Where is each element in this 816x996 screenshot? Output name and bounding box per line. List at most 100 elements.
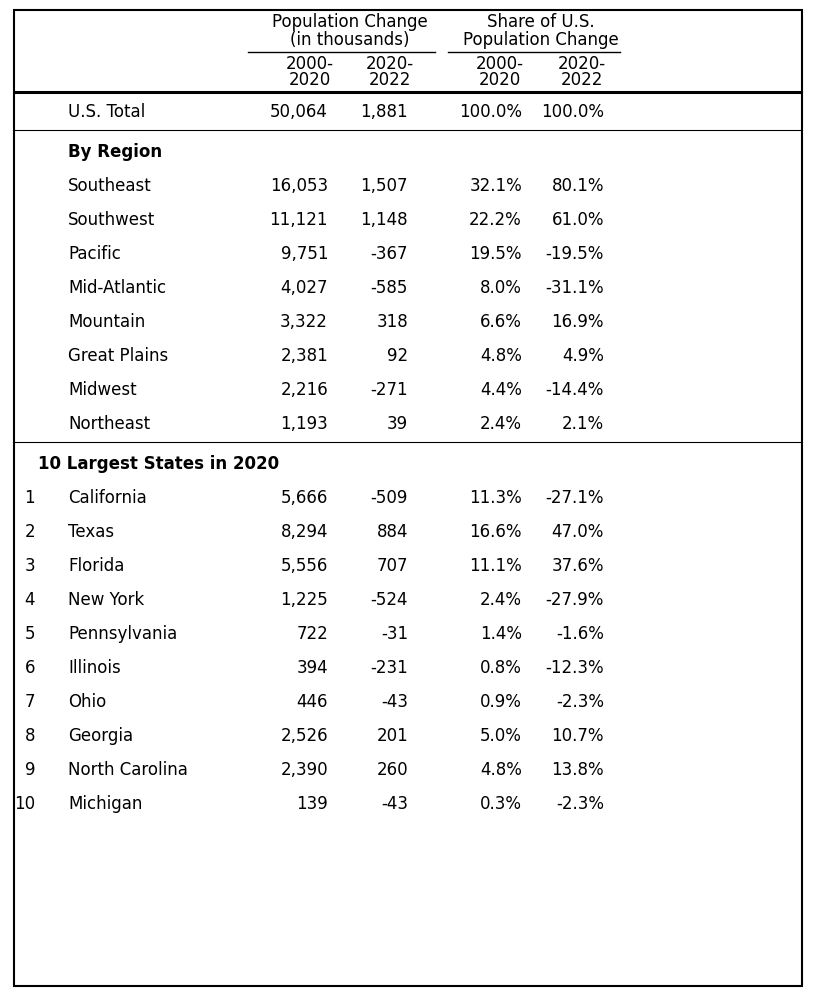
Text: 4.8%: 4.8% — [480, 761, 522, 779]
Text: -31: -31 — [381, 625, 408, 643]
Text: 4,027: 4,027 — [281, 279, 328, 297]
Text: Pacific: Pacific — [68, 245, 121, 263]
Text: Texas: Texas — [68, 523, 114, 541]
Text: 50,064: 50,064 — [270, 103, 328, 121]
Text: 6: 6 — [24, 659, 35, 677]
Text: 3,322: 3,322 — [280, 313, 328, 331]
Text: Mid-Atlantic: Mid-Atlantic — [68, 279, 166, 297]
Text: Population Change: Population Change — [463, 31, 619, 49]
Text: 11.3%: 11.3% — [469, 489, 522, 507]
Text: -27.9%: -27.9% — [546, 591, 604, 609]
Text: 5,666: 5,666 — [281, 489, 328, 507]
Text: 16,053: 16,053 — [270, 177, 328, 195]
Text: 260: 260 — [376, 761, 408, 779]
Text: 80.1%: 80.1% — [552, 177, 604, 195]
Text: 1,881: 1,881 — [361, 103, 408, 121]
Text: Great Plains: Great Plains — [68, 347, 168, 365]
Text: Pennsylvania: Pennsylvania — [68, 625, 177, 643]
Text: -1.6%: -1.6% — [557, 625, 604, 643]
Text: -271: -271 — [370, 381, 408, 399]
Text: 8.0%: 8.0% — [480, 279, 522, 297]
Text: Florida: Florida — [68, 557, 124, 575]
Text: Georgia: Georgia — [68, 727, 133, 745]
Text: 8: 8 — [24, 727, 35, 745]
Text: 2,390: 2,390 — [281, 761, 328, 779]
Text: New York: New York — [68, 591, 144, 609]
Text: 16.6%: 16.6% — [469, 523, 522, 541]
Text: 1,225: 1,225 — [280, 591, 328, 609]
Text: 2020-: 2020- — [366, 55, 414, 73]
Text: 2.4%: 2.4% — [480, 415, 522, 433]
Text: 4.4%: 4.4% — [480, 381, 522, 399]
Text: 19.5%: 19.5% — [469, 245, 522, 263]
Text: 61.0%: 61.0% — [552, 211, 604, 229]
Text: 47.0%: 47.0% — [552, 523, 604, 541]
Text: 4.8%: 4.8% — [480, 347, 522, 365]
Text: -14.4%: -14.4% — [546, 381, 604, 399]
Text: 2.4%: 2.4% — [480, 591, 522, 609]
Text: North Carolina: North Carolina — [68, 761, 188, 779]
Text: -2.3%: -2.3% — [556, 795, 604, 813]
Text: 1,193: 1,193 — [280, 415, 328, 433]
Text: Midwest: Midwest — [68, 381, 136, 399]
Text: 2,381: 2,381 — [280, 347, 328, 365]
Text: 2000-: 2000- — [286, 55, 334, 73]
Text: 4.9%: 4.9% — [562, 347, 604, 365]
Text: -43: -43 — [381, 693, 408, 711]
Text: 2.1%: 2.1% — [562, 415, 604, 433]
Text: -31.1%: -31.1% — [545, 279, 604, 297]
Text: California: California — [68, 489, 147, 507]
Text: 7: 7 — [24, 693, 35, 711]
Text: 1.4%: 1.4% — [480, 625, 522, 643]
Text: -585: -585 — [370, 279, 408, 297]
Text: Northeast: Northeast — [68, 415, 150, 433]
Text: 1,507: 1,507 — [361, 177, 408, 195]
Text: 13.8%: 13.8% — [552, 761, 604, 779]
Text: 139: 139 — [296, 795, 328, 813]
Text: -524: -524 — [370, 591, 408, 609]
Text: 37.6%: 37.6% — [552, 557, 604, 575]
Text: 0.3%: 0.3% — [480, 795, 522, 813]
Text: 0.9%: 0.9% — [480, 693, 522, 711]
Text: 446: 446 — [296, 693, 328, 711]
Text: 10 Largest States in 2020: 10 Largest States in 2020 — [38, 455, 279, 473]
Text: 9: 9 — [24, 761, 35, 779]
Text: -43: -43 — [381, 795, 408, 813]
Text: -12.3%: -12.3% — [545, 659, 604, 677]
Text: 2022: 2022 — [561, 71, 603, 89]
Text: 11,121: 11,121 — [269, 211, 328, 229]
Text: (in thousands): (in thousands) — [290, 31, 410, 49]
Text: -2.3%: -2.3% — [556, 693, 604, 711]
Text: -27.1%: -27.1% — [546, 489, 604, 507]
Text: 100.0%: 100.0% — [541, 103, 604, 121]
Text: 22.2%: 22.2% — [469, 211, 522, 229]
Text: -19.5%: -19.5% — [546, 245, 604, 263]
Text: 884: 884 — [376, 523, 408, 541]
Text: 2022: 2022 — [369, 71, 411, 89]
Text: Southwest: Southwest — [68, 211, 155, 229]
Text: Mountain: Mountain — [68, 313, 145, 331]
Text: 6.6%: 6.6% — [480, 313, 522, 331]
Text: 707: 707 — [376, 557, 408, 575]
Text: 201: 201 — [376, 727, 408, 745]
Text: 8,294: 8,294 — [281, 523, 328, 541]
Text: 1: 1 — [24, 489, 35, 507]
Text: 5.0%: 5.0% — [480, 727, 522, 745]
Text: 2020: 2020 — [289, 71, 331, 89]
Text: 2: 2 — [24, 523, 35, 541]
Text: 2020: 2020 — [479, 71, 521, 89]
Text: 3: 3 — [24, 557, 35, 575]
Text: 5: 5 — [24, 625, 35, 643]
Text: 318: 318 — [376, 313, 408, 331]
Text: 32.1%: 32.1% — [469, 177, 522, 195]
Text: By Region: By Region — [68, 143, 162, 161]
Text: 10.7%: 10.7% — [552, 727, 604, 745]
Text: Population Change: Population Change — [272, 13, 428, 31]
Text: 39: 39 — [387, 415, 408, 433]
Text: Share of U.S.: Share of U.S. — [487, 13, 595, 31]
Text: 2,216: 2,216 — [280, 381, 328, 399]
Text: Ohio: Ohio — [68, 693, 106, 711]
Text: -367: -367 — [370, 245, 408, 263]
Text: Michigan: Michigan — [68, 795, 142, 813]
FancyBboxPatch shape — [14, 10, 802, 986]
